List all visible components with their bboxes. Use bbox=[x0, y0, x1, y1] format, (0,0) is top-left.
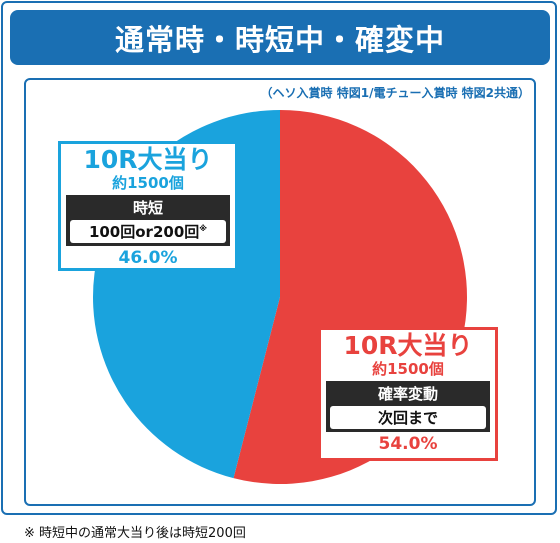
callout-kakuhen-payout: 約1500個 bbox=[372, 360, 444, 378]
chart-note: （ヘソ入賞時 特図1/電チュー入賞時 特図2共通） bbox=[260, 86, 530, 100]
page-title: 通常時・時短中・確変中 bbox=[10, 10, 550, 65]
callout-jitan-duration: 100回or200回※ bbox=[70, 220, 226, 243]
footnote: ※ 時短中の通常大当り後は時短200回 bbox=[24, 526, 246, 541]
callout-kakuhen: 10R大当り 約1500個 確率変動 次回まで 54.0% bbox=[318, 327, 498, 461]
callout-kakuhen-title: 10R大当り bbox=[343, 331, 473, 360]
callout-jitan-duration-text: 100回or200回 bbox=[88, 223, 200, 241]
callout-kakuhen-percent: 54.0% bbox=[378, 434, 438, 454]
callout-jitan-payout: 約1500個 bbox=[112, 174, 184, 192]
callout-jitan-mode-box: 時短 100回or200回※ bbox=[66, 195, 230, 246]
callout-jitan-percent: 46.0% bbox=[118, 248, 178, 268]
callout-jitan-duration-note: ※ bbox=[199, 224, 208, 233]
callout-kakuhen-duration: 次回まで bbox=[330, 406, 486, 429]
callout-jitan-title: 10R大当り bbox=[83, 145, 213, 174]
callout-kakuhen-mode-box: 確率変動 次回まで bbox=[326, 381, 490, 432]
callout-jitan: 10R大当り 約1500個 時短 100回or200回※ 46.0% bbox=[58, 141, 238, 271]
callout-kakuhen-mode: 確率変動 bbox=[377, 385, 438, 403]
callout-jitan-mode: 時短 bbox=[132, 199, 163, 217]
